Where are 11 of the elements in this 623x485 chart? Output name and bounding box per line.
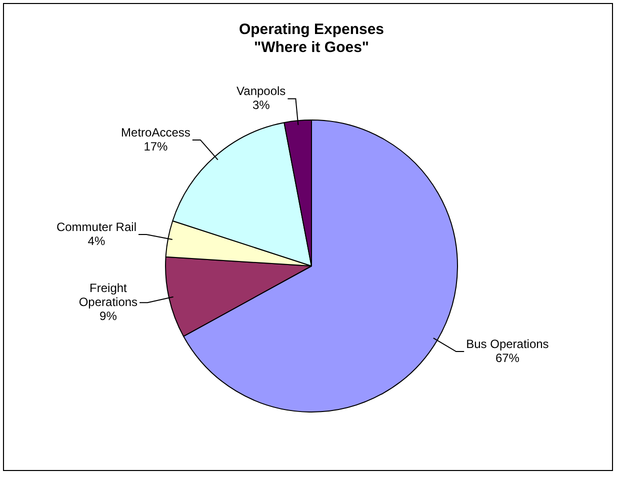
slice-label: MetroAccess	[121, 125, 190, 140]
chart-title: Operating Expenses "Where it Goes"	[238, 21, 384, 56]
data-label: 3%	[252, 98, 270, 112]
data-label: 17%	[144, 139, 168, 154]
data-label: 67%	[495, 350, 520, 365]
data-label: 4%	[88, 234, 106, 248]
data-label: 9%	[100, 308, 118, 323]
slice-label: Bus Operations	[466, 336, 549, 351]
slice-label: Vanpools	[236, 84, 286, 98]
slice-label: Freight Operations	[78, 280, 138, 309]
slice-label: Commuter Rail	[56, 220, 136, 234]
